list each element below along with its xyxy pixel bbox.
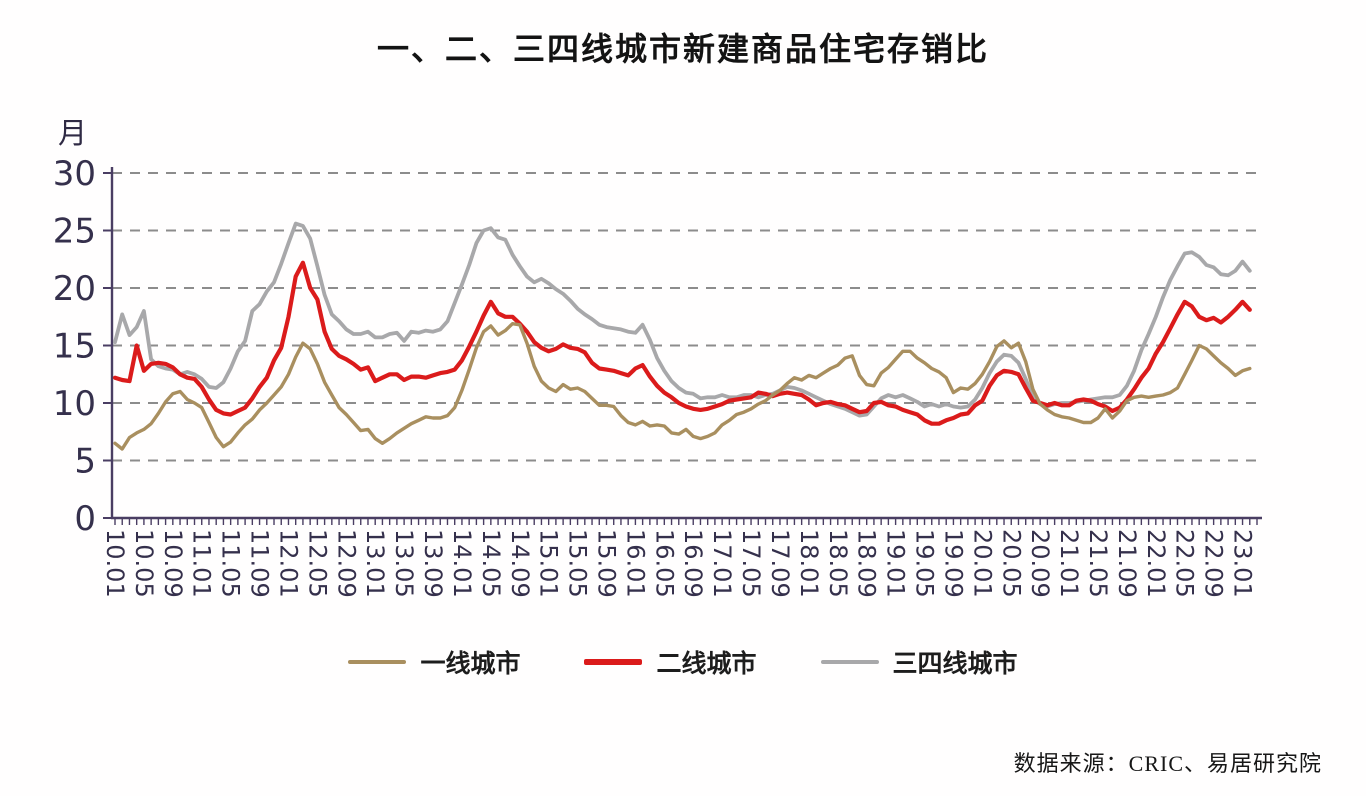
x-tick-label-10.05: 10.05	[130, 529, 158, 598]
x-tick-label-17.01: 17.01	[708, 529, 736, 598]
x-tick-label-23.01: 23.01	[1229, 529, 1257, 598]
series-line-1	[113, 322, 1252, 451]
x-tick-label-20.09: 20.09	[1026, 529, 1054, 598]
x-tick-label-19.05: 19.05	[911, 529, 939, 598]
x-tick-label-11.05: 11.05	[217, 529, 245, 598]
tier2-line-swatch	[584, 659, 643, 665]
x-tick-label-21.09: 21.09	[1113, 529, 1141, 598]
y-axis-unit-label: 月	[58, 116, 88, 150]
tier1-line-swatch	[348, 660, 407, 664]
x-tick-label-17.09: 17.09	[766, 529, 794, 598]
y-tick-label-5: 5	[74, 442, 96, 482]
chart-legend: 一线城市 二线城市 三四线城市	[0, 644, 1366, 680]
x-tick-label-14.01: 14.01	[448, 529, 476, 598]
x-tick-label-22.05: 22.05	[1171, 529, 1199, 598]
y-tick-label-15: 15	[53, 327, 96, 367]
x-tick-label-16.05: 16.05	[650, 529, 678, 598]
x-tick-label-17.05: 17.05	[737, 529, 765, 598]
x-tick-label-19.09: 19.09	[939, 529, 967, 598]
x-tick-label-12.05: 12.05	[303, 529, 331, 598]
series-line-3	[113, 221, 1252, 418]
x-tick-label-15.09: 15.09	[592, 529, 620, 598]
legend-label-tier34: 三四线城市	[892, 651, 1018, 678]
x-tick-label-18.01: 18.01	[795, 529, 823, 598]
y-tick-label-0: 0	[74, 499, 96, 539]
x-tick-label-10.01: 10.01	[101, 529, 129, 598]
x-tick-label-11.01: 11.01	[188, 529, 216, 598]
x-tick-label-16.09: 16.09	[679, 529, 707, 598]
legend-label-tier1: 一线城市	[420, 651, 521, 678]
x-tick-label-14.09: 14.09	[506, 529, 534, 598]
x-tick-label-21.05: 21.05	[1084, 529, 1112, 598]
x-tick-label-18.05: 18.05	[824, 529, 852, 598]
legend-label-tier2: 二线城市	[656, 651, 757, 678]
y-tick-label-25: 25	[53, 212, 96, 252]
x-tick-label-21.01: 21.01	[1055, 529, 1083, 598]
x-tick-label-22.01: 22.01	[1142, 529, 1170, 598]
x-tick-label-20.05: 20.05	[997, 529, 1025, 598]
tier34-line-swatch	[820, 660, 879, 664]
legend-item-tier34: 三四线城市	[820, 644, 1018, 680]
x-tick-label-12.01: 12.01	[274, 529, 302, 598]
y-tick-label-10: 10	[53, 384, 96, 424]
x-tick-label-12.09: 12.09	[332, 529, 360, 598]
x-tick-label-19.01: 19.01	[882, 529, 910, 598]
series-line-2	[112, 260, 1252, 426]
chart-title: 一、二、三四线城市新建商品住宅存销比	[376, 31, 989, 67]
x-tick-label-14.05: 14.05	[477, 529, 505, 598]
x-tick-label-15.01: 15.01	[535, 529, 563, 598]
x-tick-label-15.05: 15.05	[564, 529, 592, 598]
data-source-note: 数据来源：CRIC、易居研究院	[1013, 751, 1322, 776]
x-tick-label-22.09: 22.09	[1200, 529, 1228, 598]
y-tick-label-20: 20	[53, 269, 96, 309]
x-tick-label-20.01: 20.01	[968, 529, 996, 598]
line-chart-plot: 0 5 10 15 20 25 30 10.01 10.05 10.09 11.01 11.05 11.…	[53, 154, 1262, 598]
x-tick-label-16.01: 16.01	[621, 529, 649, 598]
x-tick-label-13.01: 13.01	[361, 529, 389, 598]
x-tick-label-13.09: 13.09	[419, 529, 447, 598]
legend-item-tier1: 一线城市	[348, 644, 520, 680]
x-tick-label-18.09: 18.09	[853, 529, 881, 598]
x-tick-label-11.09: 11.09	[246, 529, 274, 598]
y-tick-label-30: 30	[53, 154, 96, 194]
x-tick-label-10.09: 10.09	[159, 529, 187, 598]
legend-item-tier2: 二线城市	[584, 644, 757, 680]
x-tick-label-13.05: 13.05	[390, 529, 418, 598]
